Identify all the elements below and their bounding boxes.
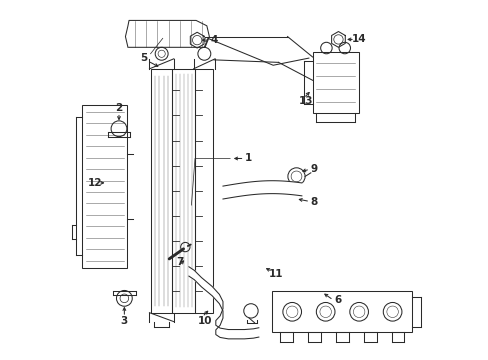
Text: 10: 10 — [198, 316, 212, 325]
Text: 1: 1 — [244, 153, 251, 163]
Text: 3: 3 — [121, 316, 128, 325]
Bar — [151, 69, 172, 313]
Text: 2: 2 — [115, 103, 122, 113]
Text: 13: 13 — [298, 96, 313, 106]
Bar — [195, 69, 213, 313]
Text: 11: 11 — [268, 269, 283, 279]
Bar — [172, 69, 195, 313]
Text: 8: 8 — [310, 197, 317, 207]
Text: 9: 9 — [310, 164, 317, 174]
Bar — [272, 291, 411, 332]
Text: 12: 12 — [87, 178, 102, 188]
Text: 5: 5 — [140, 53, 147, 63]
Text: 6: 6 — [333, 295, 341, 305]
Bar — [312, 52, 358, 113]
Text: 7: 7 — [176, 257, 183, 267]
Text: 4: 4 — [210, 35, 217, 45]
Bar — [82, 105, 127, 268]
Text: 14: 14 — [351, 35, 366, 44]
